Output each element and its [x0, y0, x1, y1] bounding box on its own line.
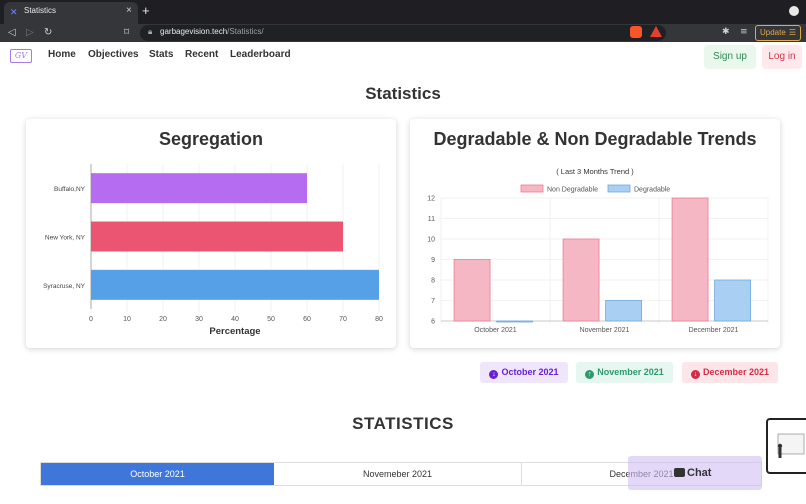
nav-home-link[interactable]: Home — [48, 49, 76, 60]
presenter-icon — [777, 433, 805, 458]
tab-october-2021[interactable]: October 2021 — [41, 463, 274, 485]
legend-swatch — [520, 184, 544, 193]
x-tick-label: December 2021 — [689, 327, 739, 334]
pill-december-label: December 2021 — [702, 367, 770, 377]
pill-november-label: November 2021 — [597, 367, 664, 377]
y-tick-label: 12 — [427, 196, 435, 203]
bar-syracruse-ny — [91, 269, 379, 300]
forward-icon[interactable]: ▷ — [26, 27, 34, 38]
x-tick-label: November 2021 — [580, 327, 630, 334]
browser-toolbar: ◁ ▷ ↻ ⌑ 🔒︎ garbagevision.tech/Statistics… — [0, 24, 806, 42]
lock-icon: 🔒︎ — [148, 27, 153, 36]
bar-non-degradable — [453, 259, 491, 322]
tab-close-icon[interactable]: × — [126, 5, 132, 16]
page-title: Statistics — [365, 84, 441, 103]
segregation-chart: 0 10 20 30 40 50 60 70 80 Buffalo,NY New York, NY S… — [43, 164, 383, 337]
arrow-down-circle-icon: ↓ — [690, 370, 700, 379]
tab-november-2021[interactable]: Novemeber 2021 — [274, 463, 522, 485]
x-tick-label: 0 — [89, 316, 93, 323]
segregation-title: Segregation — [158, 129, 264, 149]
browser-tab-bar: ✕ Statistics × + — [0, 0, 806, 24]
bar-new-york-ny — [91, 221, 343, 252]
y-tick-label: 9 — [431, 257, 435, 264]
media-queue-icon[interactable]: ≡ — [740, 27, 748, 37]
nav-stats-link[interactable]: Stats — [149, 49, 174, 60]
segregation-card: Segregation 0 10 20 30 40 50 60 70 80 Buffalo,NY N… — [26, 119, 396, 348]
y-tick-label: Buffalo,NY — [54, 186, 86, 193]
bar-buffalo-ny — [91, 173, 307, 204]
chat-button[interactable]: Chat — [628, 456, 762, 490]
y-tick-label: Syracruse, NY — [43, 283, 86, 290]
y-tick-label: 8 — [431, 278, 435, 285]
statistics-section-title: STATISTICS — [352, 414, 454, 433]
pill-october[interactable]: ↓ October 2021 — [480, 362, 568, 383]
bar-non-degradable — [671, 197, 709, 322]
arrow-down-circle-icon: ↓ — [489, 370, 499, 379]
y-tick-label: 7 — [431, 298, 435, 305]
tab-title: Statistics — [24, 6, 57, 15]
y-tick-label: 11 — [428, 216, 435, 223]
reload-icon[interactable]: ↻ — [44, 27, 53, 38]
bar-degradable — [605, 300, 642, 322]
bar-degradable — [714, 279, 751, 322]
legend-label: Non Degradable — [547, 187, 598, 194]
x-tick-label: October 2021 — [474, 327, 517, 334]
browser-menu-icon[interactable] — [789, 6, 799, 16]
y-tick-label: New York, NY — [45, 235, 86, 242]
x-tick-label: 60 — [303, 316, 311, 323]
brave-rewards-icon[interactable] — [650, 26, 662, 37]
chat-label: Chat — [687, 467, 712, 479]
new-tab-button[interactable]: + — [142, 3, 150, 18]
nav-leaderboard-link[interactable]: Leaderboard — [230, 49, 291, 60]
x-tick-label: 20 — [159, 316, 167, 323]
x-tick-label: 40 — [231, 316, 239, 323]
legend-label: Degradable — [634, 187, 670, 194]
bookmark-icon[interactable]: ⌑ — [124, 27, 130, 38]
nav-objectives-link[interactable]: Objectives — [88, 49, 139, 60]
tab-favicon-icon: ✕ — [10, 8, 18, 18]
x-tick-label: 80 — [375, 316, 383, 323]
trends-card: Degradable & Non Degradable Trends ( Las… — [410, 119, 780, 348]
x-tick-label: 10 — [123, 316, 131, 323]
x-tick-label: 70 — [339, 316, 347, 323]
extensions-icon[interactable]: ✱ — [722, 27, 730, 37]
chat-bubble-icon — [674, 468, 685, 477]
pill-october-label: October 2021 — [501, 367, 559, 377]
signup-button[interactable]: Sign up — [704, 45, 756, 69]
browser-tab[interactable]: ✕ Statistics × — [4, 2, 138, 24]
pill-december[interactable]: ↓ December 2021 — [682, 362, 778, 383]
update-button[interactable]: Update ☰ — [755, 25, 801, 41]
site-navbar: GV Home Objectives Stats Recent Leaderbo… — [0, 42, 806, 72]
url-bar[interactable]: 🔒︎ garbagevision.tech/Statistics/ — [140, 25, 666, 41]
x-axis-label: Percentage — [209, 326, 260, 337]
x-tick-label: 30 — [195, 316, 203, 323]
brave-shield-icon[interactable] — [630, 26, 642, 38]
back-icon[interactable]: ◁ — [8, 27, 16, 38]
y-tick-label: 6 — [431, 319, 435, 326]
video-thumbnail[interactable] — [766, 418, 806, 474]
url-text[interactable]: garbagevision.tech/Statistics/ — [160, 27, 264, 36]
login-button[interactable]: Log in — [762, 45, 802, 69]
chart-subtitle: ( Last 3 Months Trend ) — [556, 167, 634, 176]
nav-recent-link[interactable]: Recent — [185, 49, 219, 60]
arrow-up-circle-icon: ↑ — [585, 370, 595, 379]
pill-november[interactable]: ↑ November 2021 — [576, 362, 673, 383]
x-tick-label: 50 — [267, 316, 275, 323]
y-tick-label: 10 — [427, 237, 435, 244]
trends-title: Degradable & Non Degradable Trends — [433, 129, 757, 149]
legend-swatch — [607, 184, 631, 193]
trends-chart: ( Last 3 Months Trend ) Non Degradable Deg… — [427, 167, 769, 334]
bar-degradable — [496, 320, 533, 323]
site-logo[interactable]: GV — [10, 49, 32, 63]
update-label: Update — [760, 28, 786, 37]
bar-non-degradable — [562, 238, 600, 322]
menu-icon: ☰ — [788, 28, 796, 37]
